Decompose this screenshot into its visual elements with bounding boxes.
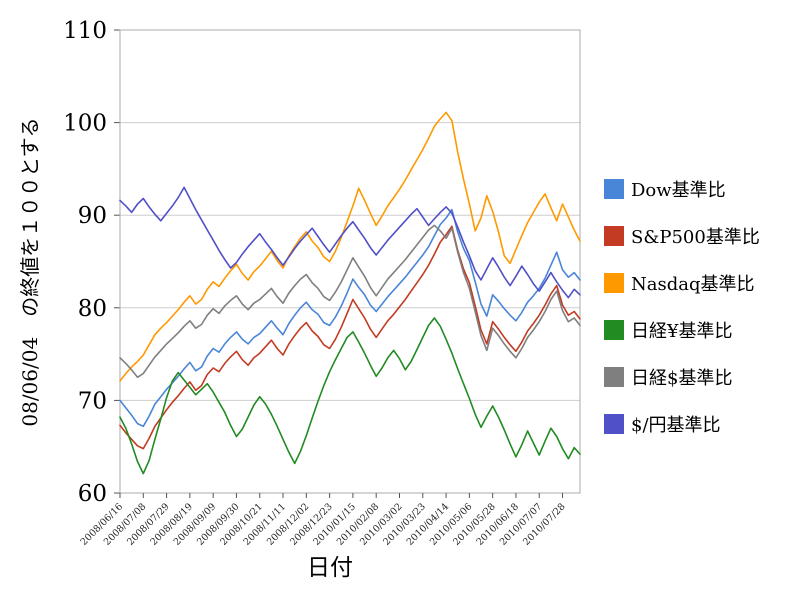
- legend-label: Dow基準比: [631, 180, 726, 201]
- legend-swatch: [604, 367, 624, 387]
- series-line-4: [119, 224, 581, 379]
- series-line-5: [119, 186, 581, 299]
- series-line-1: [119, 225, 581, 450]
- series-line-0: [119, 208, 581, 428]
- y-tick-label: 90: [78, 203, 107, 229]
- series-line-2: [119, 111, 581, 382]
- y-axis-title: 08/06/04 の終値を１００とする: [18, 117, 42, 427]
- legend-swatch: [604, 226, 624, 246]
- legend-item: 日経¥基準比: [604, 317, 760, 343]
- series-line-3: [119, 317, 581, 475]
- legend-item: Nasdaq基準比: [604, 270, 760, 296]
- legend-label: 日経¥基準比: [631, 321, 733, 342]
- y-tick-label: 60: [78, 481, 107, 507]
- x-axis-title: 日付: [307, 555, 353, 581]
- legend-swatch: [604, 179, 624, 199]
- y-tick-label: 100: [63, 111, 107, 137]
- legend-swatch: [604, 320, 624, 340]
- plot-frame: [119, 29, 581, 494]
- legend-label: S&P500基準比: [631, 227, 760, 248]
- legend-swatch: [604, 273, 624, 293]
- legend-label: $/円基準比: [631, 415, 721, 436]
- y-tick-label: 110: [63, 18, 107, 44]
- legend-label: Nasdaq基準比: [631, 274, 755, 295]
- legend-item: 日経$基準比: [604, 364, 760, 390]
- legend-label: 日経$基準比: [631, 368, 733, 389]
- legend-item: S&P500基準比: [604, 223, 760, 249]
- legend-item: Dow基準比: [604, 176, 760, 202]
- legend-item: $/円基準比: [604, 411, 760, 437]
- legend-swatch: [604, 414, 624, 434]
- y-tick-label: 80: [78, 296, 107, 322]
- legend: Dow基準比 S&P500基準比 Nasdaq基準比 日経¥基準比 日経$基準比…: [604, 176, 760, 437]
- y-tick-label: 70: [78, 388, 107, 414]
